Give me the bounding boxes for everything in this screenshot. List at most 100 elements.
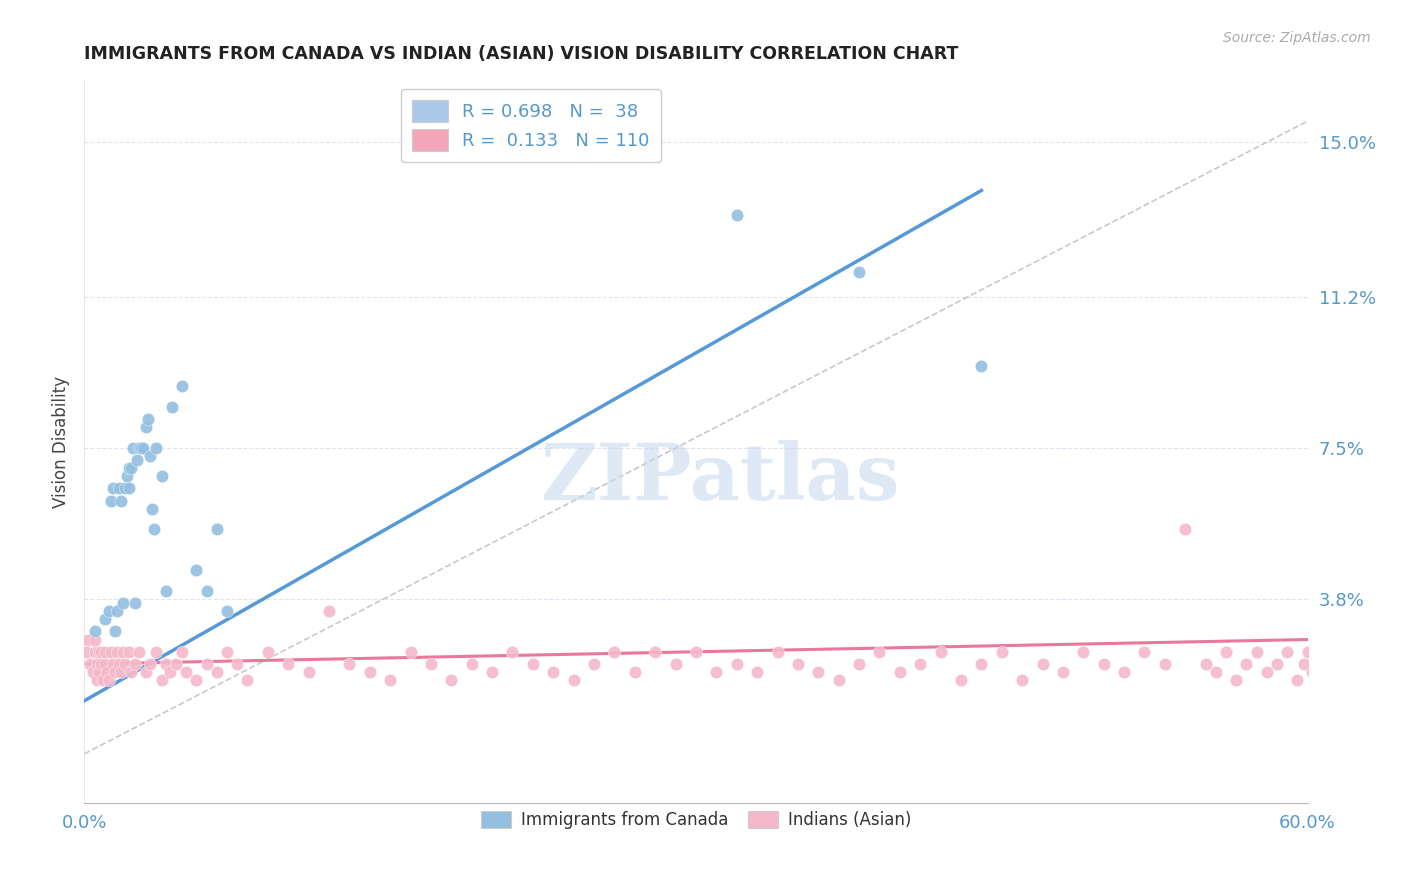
Point bbox=[128, 645, 150, 659]
Point bbox=[82, 665, 104, 680]
Text: IMMIGRANTS FROM CANADA VS INDIAN (ASIAN) VISION DISABILITY CORRELATION CHART: IMMIGRANTS FROM CANADA VS INDIAN (ASIAN)… bbox=[84, 45, 959, 63]
Point bbox=[108, 482, 131, 496]
Point bbox=[807, 665, 830, 680]
Point bbox=[138, 449, 160, 463]
Point bbox=[75, 645, 97, 659]
Point bbox=[131, 441, 153, 455]
Point bbox=[104, 665, 127, 680]
Point bbox=[1265, 657, 1288, 671]
Point bbox=[725, 208, 748, 222]
Point bbox=[889, 665, 911, 680]
Point bbox=[112, 645, 135, 659]
Point bbox=[150, 469, 173, 483]
Point bbox=[90, 645, 112, 659]
Point bbox=[277, 657, 299, 671]
Point bbox=[298, 665, 321, 680]
Point bbox=[257, 645, 280, 659]
Point bbox=[90, 657, 112, 671]
Point bbox=[1256, 665, 1278, 680]
Point bbox=[205, 665, 228, 680]
Point bbox=[339, 657, 361, 671]
Point bbox=[217, 645, 239, 659]
Point bbox=[481, 665, 503, 680]
Point bbox=[1317, 657, 1340, 671]
Point bbox=[236, 673, 259, 688]
Point bbox=[115, 469, 138, 483]
Point bbox=[128, 441, 150, 455]
Point bbox=[1154, 657, 1177, 671]
Point bbox=[150, 673, 173, 688]
Point bbox=[110, 665, 132, 680]
Point bbox=[87, 645, 110, 659]
Point bbox=[100, 645, 122, 659]
Point bbox=[502, 645, 524, 659]
Point bbox=[120, 665, 142, 680]
Point bbox=[747, 665, 769, 680]
Point bbox=[1296, 645, 1319, 659]
Point bbox=[848, 657, 870, 671]
Point bbox=[86, 657, 108, 671]
Point bbox=[141, 502, 163, 516]
Point bbox=[828, 673, 851, 688]
Point bbox=[685, 645, 707, 659]
Point bbox=[1011, 673, 1033, 688]
Y-axis label: Vision Disability: Vision Disability bbox=[52, 376, 70, 508]
Point bbox=[87, 665, 110, 680]
Point bbox=[127, 453, 149, 467]
Point bbox=[420, 657, 443, 671]
Point bbox=[1174, 522, 1197, 536]
Point bbox=[706, 665, 728, 680]
Point bbox=[461, 657, 484, 671]
Point bbox=[869, 645, 891, 659]
Point bbox=[165, 657, 187, 671]
Point bbox=[110, 493, 132, 508]
Point bbox=[172, 379, 194, 393]
Point bbox=[543, 665, 565, 680]
Legend: Immigrants from Canada, Indians (Asian): Immigrants from Canada, Indians (Asian) bbox=[472, 803, 920, 838]
Point bbox=[186, 563, 208, 577]
Point bbox=[603, 645, 626, 659]
Point bbox=[1032, 657, 1054, 671]
Point bbox=[138, 657, 160, 671]
Point bbox=[766, 645, 789, 659]
Point bbox=[83, 645, 105, 659]
Point bbox=[970, 657, 993, 671]
Point bbox=[1215, 645, 1237, 659]
Point bbox=[100, 493, 122, 508]
Point bbox=[114, 482, 136, 496]
Point bbox=[112, 596, 135, 610]
Point bbox=[644, 645, 666, 659]
Point bbox=[380, 673, 402, 688]
Point bbox=[105, 604, 128, 618]
Point bbox=[583, 657, 606, 671]
Point bbox=[318, 604, 340, 618]
Point bbox=[124, 657, 146, 671]
Point bbox=[787, 657, 810, 671]
Point bbox=[132, 441, 155, 455]
Point bbox=[205, 522, 228, 536]
Point bbox=[108, 657, 131, 671]
Point bbox=[1195, 657, 1218, 671]
Point bbox=[991, 645, 1014, 659]
Point bbox=[359, 665, 381, 680]
Point bbox=[101, 657, 124, 671]
Point bbox=[83, 624, 105, 639]
Point bbox=[93, 657, 115, 671]
Point bbox=[195, 657, 218, 671]
Point bbox=[136, 412, 159, 426]
Point bbox=[1205, 665, 1227, 680]
Point bbox=[145, 645, 167, 659]
Point bbox=[104, 624, 127, 639]
Point bbox=[142, 522, 165, 536]
Point bbox=[118, 645, 141, 659]
Point bbox=[1225, 673, 1247, 688]
Point bbox=[1073, 645, 1095, 659]
Point bbox=[195, 583, 218, 598]
Point bbox=[145, 441, 167, 455]
Point bbox=[159, 665, 181, 680]
Point bbox=[1133, 645, 1156, 659]
Point bbox=[1313, 645, 1336, 659]
Point bbox=[160, 400, 183, 414]
Point bbox=[97, 604, 120, 618]
Point bbox=[440, 673, 463, 688]
